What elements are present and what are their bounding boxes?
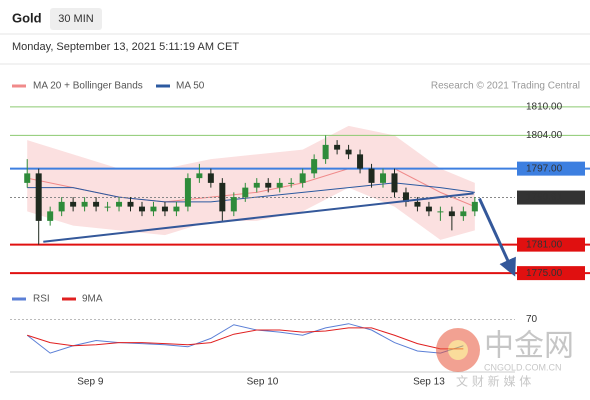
candle-body [104,206,111,208]
candle-body [380,173,387,183]
candle-body [299,173,306,183]
projection-arrow [478,197,516,277]
candle-body [414,201,421,207]
candle-body [357,154,364,169]
candle-body [311,159,318,174]
candle-body [24,173,31,183]
candle-body [81,201,88,207]
price-label-box [517,266,585,281]
candle-body [322,144,329,160]
candle-body [127,201,134,207]
instrument-title: Gold [12,10,42,25]
y-tick-label: 70 [526,314,538,325]
legend-label: RSI [33,294,50,305]
candle-body [93,201,100,207]
timeframe[interactable]: 30 MIN [58,13,94,25]
candle-body [345,149,352,155]
trend-line [43,192,474,243]
candle-body [253,182,260,188]
candle-body [47,211,54,221]
price-label: 1781.00 [526,239,563,250]
price-label: 1804.00 [526,130,563,141]
legend-label: MA 50 [176,81,205,92]
candle-body [116,201,123,207]
candle-body [138,206,145,212]
candle-body [207,173,214,183]
legend-label: 9MA [82,294,103,305]
candle-body [448,211,455,217]
candle-body [242,187,249,198]
candle-body [184,178,191,207]
candle-body [437,211,444,213]
price-label-box [517,237,585,252]
watermark: 中金网 CNGOLD.COM.CN 文 财 新 媒 体 [436,328,574,389]
candle-body [173,206,180,212]
candle-body [471,201,478,212]
candle-body [391,173,398,193]
moving-average [27,182,475,203]
watermark-name: 中金网 [484,329,574,364]
price-label-box [517,161,585,176]
candle-body [334,144,341,150]
x-tick-label: Sep 10 [247,377,279,388]
legend-label: MA 20 + Bollinger Bands [33,81,143,92]
x-tick-label: Sep 9 [77,377,104,388]
candle-body [288,182,295,184]
timeframe-badge[interactable] [50,8,102,30]
timestamp: Monday, September 13, 2021 5:11:19 AM CE… [12,41,239,53]
candle-body [219,182,226,212]
price-label-box [517,190,585,205]
candle-body [70,201,77,207]
price-label: 1790.91 [526,192,563,203]
price-label: 1797.00 [526,163,563,174]
candle-body [58,201,65,212]
watermark-slogan: 文 财 新 媒 体 [456,374,531,389]
candle-body [460,211,467,217]
price-label: 1810.00 [526,102,563,113]
price-label: 1775.00 [526,268,563,279]
indicator-line [26,323,464,354]
indicator-line [27,327,464,350]
watermark-site: CNGOLD.COM.CN [484,362,562,372]
candle-body [425,206,432,212]
candle-body [196,173,203,179]
candle-body [35,173,42,221]
x-tick-label: Sep 13 [413,377,445,388]
bollinger-band [27,125,475,240]
candle-body [402,192,409,202]
credit: Research © 2021 Trading Central [431,81,580,92]
candle-body [161,206,168,212]
candle-body [265,182,272,188]
candle-body [276,182,283,188]
candle-body [230,197,237,212]
candle-body [150,206,157,212]
candle-body [368,168,375,183]
watermark-logo [448,340,468,360]
